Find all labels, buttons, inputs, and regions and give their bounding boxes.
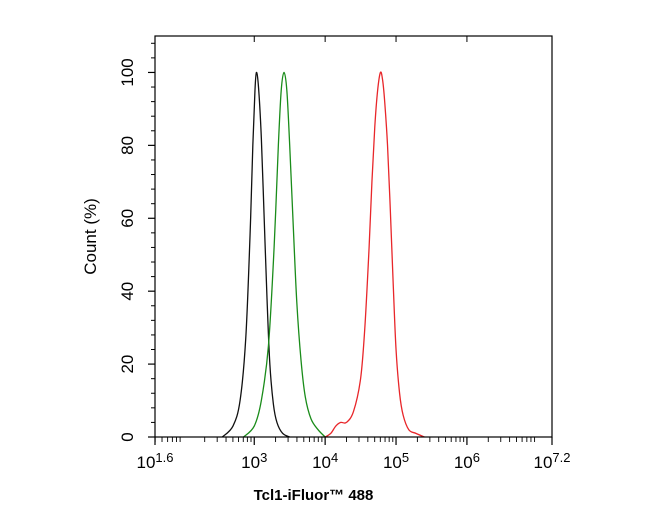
x-tick-label: 107.2	[534, 450, 571, 472]
y-tick-label: 20	[118, 355, 137, 374]
x-tick-base: 10	[137, 453, 156, 472]
x-tick-label: 105	[383, 450, 409, 472]
x-tick-exponent: 5	[402, 450, 409, 465]
x-axis-label: Tcl1-iFluor™ 488	[254, 487, 374, 504]
x-tick-label: 104	[312, 450, 338, 472]
x-tick-base: 10	[534, 453, 553, 472]
y-tick-label: 40	[118, 282, 137, 301]
series-line-3	[324, 71, 425, 438]
y-tick-label: 80	[118, 136, 137, 155]
x-tick-exponent: 4	[331, 450, 338, 465]
x-tick-base: 10	[312, 453, 331, 472]
y-axis-label: Count (%)	[81, 198, 100, 275]
x-tick-base: 10	[454, 453, 473, 472]
y-axis-minor-ticks	[151, 42, 155, 423]
x-tick-exponent: 3	[260, 450, 267, 465]
x-tick-base: 10	[241, 453, 260, 472]
y-tick-label: 0	[118, 432, 137, 441]
y-tick-label: 60	[118, 209, 137, 228]
series-curves	[221, 71, 425, 438]
series-line-2	[243, 71, 326, 438]
x-axis-ticks: 101.6 103 104 105 106 107.2	[137, 437, 571, 472]
x-tick-exponent: 7.2	[552, 450, 570, 465]
series-line-1	[221, 71, 290, 438]
x-tick-base: 10	[383, 453, 402, 472]
x-tick-label: 103	[241, 450, 267, 472]
y-axis-ticks: 0 20 40 60 80 100	[118, 58, 155, 442]
x-tick-label: 101.6	[137, 450, 174, 472]
plot-frame	[154, 35, 553, 438]
x-tick-label: 106	[454, 450, 480, 472]
x-tick-exponent: 1.6	[155, 450, 173, 465]
x-tick-exponent: 6	[473, 450, 480, 465]
x-axis-minor-ticks	[154, 36, 536, 442]
y-tick-label: 100	[118, 58, 137, 86]
